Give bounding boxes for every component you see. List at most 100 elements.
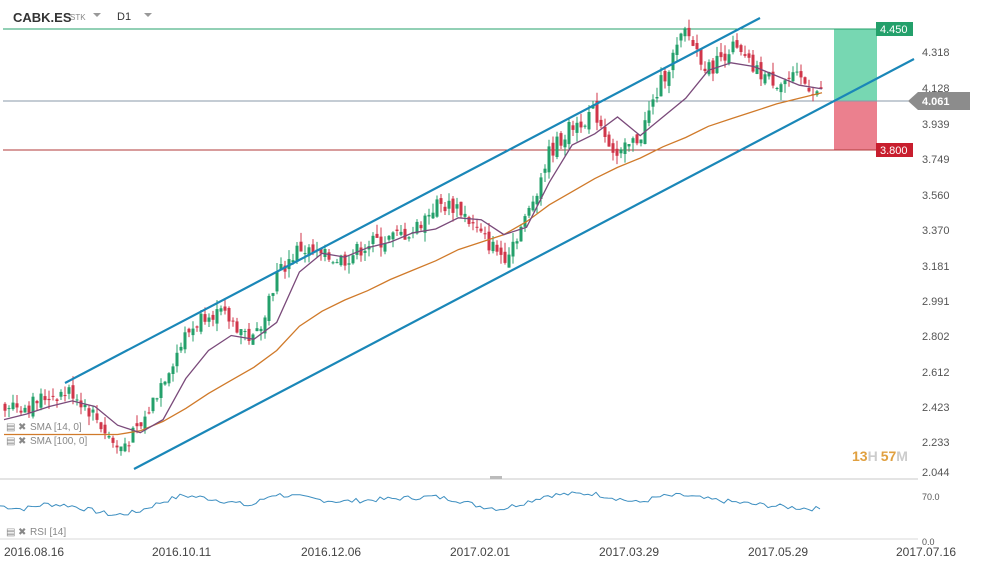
candle-body [279, 264, 283, 271]
candle-body [499, 247, 503, 255]
candle-body [375, 233, 379, 238]
price-axis[interactable]: 4.318 4.128 3.939 3.749 3.560 3.370 3.18… [922, 47, 950, 479]
stop-loss-zone[interactable] [834, 101, 877, 150]
price-tick: 3.370 [922, 225, 950, 237]
candle-body [287, 259, 291, 270]
candle-body [299, 241, 303, 252]
candle-body [627, 144, 631, 147]
candle-body [291, 260, 295, 263]
instrument-type-label[interactable]: STK [70, 13, 86, 22]
candle-body [483, 233, 487, 235]
candle-body [559, 133, 563, 146]
candle-body [295, 245, 299, 262]
date-tick: 2017.02.01 [450, 545, 510, 559]
take-profit-badge[interactable]: 4.450 [876, 22, 913, 36]
rsi-tick: 0.0 [922, 537, 935, 547]
candle-body [263, 317, 267, 334]
candle-body [75, 399, 79, 401]
candle-body [359, 247, 363, 256]
candle-body [647, 110, 651, 123]
candle-body [275, 271, 279, 292]
sma14-legend-label[interactable]: SMA [14, 0] [30, 422, 82, 433]
candle-body [351, 255, 355, 264]
candle-body [783, 80, 787, 85]
candle-body [595, 101, 599, 123]
candle-body [39, 393, 43, 408]
rsi-axis[interactable]: 70.0 0.0 [922, 492, 940, 547]
price-tick: 2.991 [922, 296, 950, 308]
candle-body [235, 321, 239, 333]
candle-body [379, 236, 383, 248]
sma14-remove-icon[interactable]: ✖ [18, 422, 26, 433]
date-tick: 2016.12.06 [301, 545, 361, 559]
sma100-line [4, 92, 823, 436]
candle-body [707, 62, 711, 75]
candle-body [167, 373, 171, 384]
candle-body [175, 352, 179, 367]
time-axis[interactable]: 2016.08.16 2016.10.11 2016.12.06 2017.02… [4, 545, 956, 559]
candle-body [735, 40, 739, 48]
date-tick: 2016.10.11 [152, 545, 211, 559]
candle-body [31, 396, 35, 417]
price-tick: 3.560 [922, 190, 950, 202]
sma100-legend-label[interactable]: SMA [100, 0] [30, 436, 87, 447]
candle-body [551, 142, 555, 156]
candle-body [535, 195, 539, 205]
candle-body [47, 398, 51, 401]
candle-body [579, 121, 583, 128]
candle-body [439, 198, 443, 204]
candle-body [447, 200, 451, 209]
candle-body [195, 326, 199, 328]
indicator-legend: ▤ ✖ SMA [14, 0] ▤ ✖ SMA [100, 0] ▤ ✖ RSI… [6, 422, 87, 538]
candle-body [139, 422, 143, 427]
candle-body [331, 262, 335, 264]
rsi-legend-label[interactable]: RSI [14] [30, 527, 66, 538]
candle-body [791, 72, 795, 82]
candle-body [487, 231, 491, 251]
candle-body [391, 232, 395, 240]
candle-body [507, 254, 511, 268]
date-tick: 2016.08.16 [4, 545, 64, 559]
candle-body [751, 54, 755, 72]
stop-loss-badge[interactable]: 3.800 [876, 143, 913, 157]
timeframe-label[interactable]: D1 [117, 11, 132, 23]
current-price-badge: 4.061 [908, 92, 970, 110]
candle-body [495, 244, 499, 252]
candle-body [767, 72, 771, 77]
price-tick: 2.423 [922, 402, 950, 414]
date-tick: 2017.05.29 [748, 545, 808, 559]
candle-body [567, 122, 571, 145]
sma14-settings-icon[interactable]: ▤ [6, 422, 15, 433]
symbol-label[interactable]: CABK.ES [13, 10, 72, 25]
candle-body [215, 309, 219, 324]
candle-body [795, 71, 799, 73]
candle-body [635, 134, 639, 144]
instrument-type-chevron-down-icon[interactable] [93, 13, 101, 17]
candle-body [247, 328, 251, 341]
candle-body [423, 215, 427, 233]
sma100-remove-icon[interactable]: ✖ [18, 436, 26, 447]
timeframe-chevron-down-icon[interactable] [144, 13, 152, 17]
rsi-settings-icon[interactable]: ▤ [6, 527, 15, 538]
candle-body [683, 28, 687, 37]
candle-body [571, 125, 575, 130]
candle-body [771, 71, 775, 86]
candle-body [679, 33, 683, 41]
candle-body [91, 409, 95, 413]
candle-body [763, 74, 767, 84]
candle-body [119, 446, 123, 452]
channel-upper-line[interactable] [64, 17, 761, 384]
candle-body [787, 77, 791, 79]
candle-body [87, 408, 91, 417]
channel-lower-line[interactable] [133, 58, 915, 470]
candle-body [127, 445, 131, 447]
candle-body [747, 53, 751, 58]
panel-resize-handle[interactable] [490, 476, 502, 479]
rsi-remove-icon[interactable]: ✖ [18, 527, 26, 538]
sma100-settings-icon[interactable]: ▤ [6, 436, 15, 447]
candle-body [455, 204, 459, 209]
candle-body [611, 143, 615, 153]
candle-body [503, 251, 507, 263]
candle-body [563, 139, 567, 148]
